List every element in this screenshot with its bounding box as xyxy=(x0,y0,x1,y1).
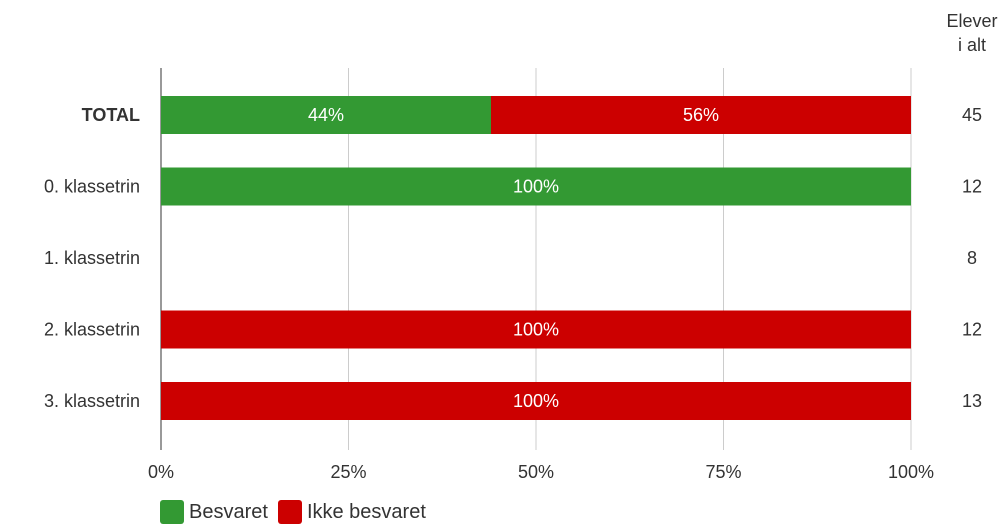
category-labels: TOTAL 0. klassetrin 1. klassetrin 2. klasse… xyxy=(44,105,140,411)
category-label: TOTAL xyxy=(82,105,140,125)
totals-header: Elever xyxy=(946,11,997,31)
bar-segment xyxy=(491,96,911,134)
bar-value-label: 100% xyxy=(513,391,559,411)
category-label: 2. klassetrin xyxy=(44,320,140,340)
bars: 44% 56% 100% 100% 100% xyxy=(161,96,911,420)
bar-value-label: 56% xyxy=(683,105,719,125)
x-tick-label: 100% xyxy=(888,462,934,482)
legend-item: Besvaret xyxy=(160,500,268,524)
x-tick-label: 50% xyxy=(518,462,554,482)
category-label: 3. klassetrin xyxy=(44,391,140,411)
category-label: 0. klassetrin xyxy=(44,177,140,197)
row-total: 13 xyxy=(962,391,982,411)
bar-segment xyxy=(161,310,911,349)
legend-swatch xyxy=(160,500,184,524)
x-tick-label: 0% xyxy=(148,462,174,482)
legend-label: Ikke besvaret xyxy=(306,500,426,523)
bar-value-label: 100% xyxy=(513,320,559,340)
x-tick-label: 75% xyxy=(705,462,741,482)
row-total: 8 xyxy=(967,248,977,268)
x-tick-label: 25% xyxy=(330,462,366,482)
bar-segment xyxy=(161,96,491,134)
totals-header: i alt xyxy=(958,35,986,55)
row-total: 12 xyxy=(962,320,982,340)
legend-item: Ikke besvaret xyxy=(277,500,426,524)
bar-segment xyxy=(161,167,911,206)
category-label: 1. klassetrin xyxy=(44,248,140,268)
legend-swatch xyxy=(277,500,302,524)
row-total: 45 xyxy=(962,105,982,125)
legend: Besvaret Ikke besvaret xyxy=(160,500,426,524)
bar-value-label: 100% xyxy=(513,177,559,197)
legend-label: Besvaret xyxy=(189,500,268,523)
totals-column: Elever i alt 45 12 8 12 13 xyxy=(946,11,997,411)
x-axis-ticks: 0% 25% 50% 75% 100% xyxy=(148,462,934,482)
bar-segment xyxy=(161,382,911,420)
row-total: 12 xyxy=(962,177,982,197)
bar-value-label: 44% xyxy=(308,105,344,125)
